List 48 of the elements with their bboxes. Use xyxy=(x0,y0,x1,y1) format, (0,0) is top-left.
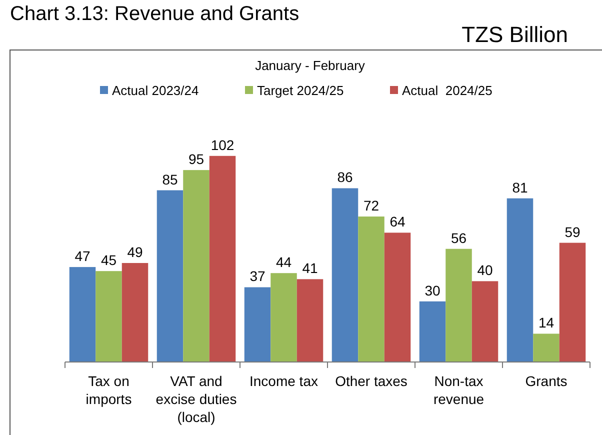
data-label: 56 xyxy=(450,230,467,246)
chart-subtitle: TZS Billion xyxy=(462,22,568,47)
x-tick-label: Income tax xyxy=(250,373,318,389)
bar xyxy=(183,170,210,362)
x-tick-label: Other taxes xyxy=(335,373,408,389)
data-label: 85 xyxy=(162,171,178,188)
bar xyxy=(358,216,384,362)
data-label: 59 xyxy=(564,224,580,240)
bar xyxy=(296,279,324,362)
legend-label: Actual 2023/24 xyxy=(112,83,199,98)
data-label: 72 xyxy=(363,198,380,214)
bar xyxy=(472,281,498,362)
data-label: 49 xyxy=(127,244,143,260)
bar xyxy=(270,273,297,362)
data-label: 37 xyxy=(250,268,266,284)
data-label: 86 xyxy=(337,169,353,186)
bar xyxy=(69,267,96,362)
data-label: 44 xyxy=(276,254,292,270)
data-label: 102 xyxy=(210,136,234,153)
chart-title: Chart 3.13: Revenue and Grants xyxy=(10,3,300,25)
data-label: 81 xyxy=(512,179,528,196)
bar xyxy=(332,188,358,362)
x-tick-label: Grants xyxy=(525,373,568,389)
text: January - February xyxy=(255,58,366,73)
legend-label: Target 2024/25 xyxy=(257,83,344,98)
bar xyxy=(506,198,534,362)
x-tick-label: Non-tax revenue xyxy=(433,373,484,407)
bar xyxy=(209,156,236,362)
data-label: 64 xyxy=(390,214,406,230)
bar xyxy=(122,262,148,362)
data-label: 45 xyxy=(100,252,117,268)
data-label: 41 xyxy=(302,260,318,276)
bar xyxy=(446,248,472,362)
data-label: 95 xyxy=(188,151,204,168)
bar xyxy=(384,232,411,362)
x-tick-label: Tax on imports xyxy=(86,373,132,407)
data-label: 30 xyxy=(424,282,440,298)
data-label: 14 xyxy=(538,314,554,331)
data-label: 47 xyxy=(74,248,90,264)
data-label: 40 xyxy=(477,262,493,278)
x-tick-label: VAT and excise duties (local) xyxy=(156,373,237,425)
bar xyxy=(419,301,446,362)
bar xyxy=(244,287,271,362)
bar xyxy=(533,334,560,362)
bar xyxy=(96,271,122,362)
bar xyxy=(156,190,184,362)
legend-label: Actual 2024/25 xyxy=(402,83,492,98)
bar xyxy=(559,242,586,362)
